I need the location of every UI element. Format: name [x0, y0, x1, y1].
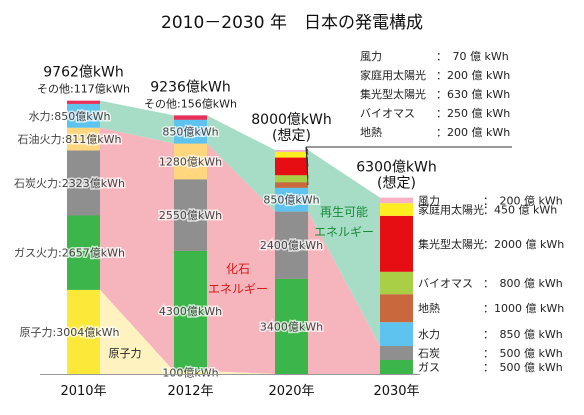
legend-2030-value-2: ：2000 億 kWh: [483, 238, 564, 251]
region-label-renewable-0: 再生可能: [320, 205, 368, 219]
bar-segment-3-1: [380, 360, 413, 374]
bar-value-label-0-4: 水力:850億kWh: [29, 110, 111, 123]
bar-segment-1-1: [174, 250, 207, 372]
region-label-nuclear: 原子力: [109, 347, 142, 360]
legend-2030-value-5: ： 850 億 kWh: [483, 328, 563, 341]
bar-segment-1-2: [174, 179, 207, 251]
bar-value-label-2-1: 3400億kWh: [260, 320, 323, 333]
bar-segment-1-10: [174, 115, 207, 120]
bar-value-label-2-2: 2400億kWh: [260, 239, 323, 252]
bar-segment-3-6: [380, 271, 413, 295]
total-label-0-0: 9762億kWh: [43, 65, 123, 81]
bar-segment-3-5: [380, 294, 413, 323]
total-label-2-0: 8000億kWh: [251, 112, 331, 128]
x-tick-label-0: 2010年: [60, 384, 106, 399]
x-tick-label-1: 2012年: [167, 384, 213, 399]
bar-segment-0-0: [67, 289, 100, 374]
bar-value-label-2-4: 850億kWh: [263, 194, 319, 207]
bar-segment-2-1: [275, 278, 308, 374]
total-label-2-1: (想定): [272, 128, 311, 144]
legend-2030-value-3: ： 800 億 kWh: [483, 277, 563, 290]
bar-value-label-0-1: ガス火力:2657億kWh: [14, 247, 125, 260]
bar-segment-0-4: [67, 103, 100, 128]
bar-segment-3-7: [380, 215, 413, 272]
legend-2030-value-1: ：450 億 kWh: [483, 204, 557, 217]
bar-value-label-1-3: 1280億kWh: [159, 155, 222, 168]
region-label-fossil-1: エネルギー: [208, 282, 268, 296]
bar-segment-3-4: [380, 322, 413, 346]
bar-value-label-0-2: 石炭火力:2323億kWh: [14, 177, 125, 190]
bar-segment-0-2: [67, 150, 100, 216]
bar-segment-2-5: [275, 182, 308, 188]
legend-2020-value-3: ：250 億 kWh: [436, 107, 510, 120]
legend-2030-name-2: 集光型太陽光: [418, 237, 484, 251]
others-label-0: その他:117億kWh: [37, 83, 130, 96]
bar-segment-1-4: [174, 119, 207, 144]
bar-segment-2-2: [275, 211, 308, 279]
bar-segment-2-4: [275, 187, 308, 212]
bar-segment-1-0: [174, 371, 207, 374]
bar-segment-2-6: [275, 175, 308, 183]
bar-segment-0-10: [67, 100, 100, 104]
legend-2030-name-6: 石炭: [418, 347, 440, 360]
legend-2020-value-2: ：630 億 kWh: [436, 88, 510, 101]
bar-value-label-1-1: 4300億kWh: [159, 305, 222, 318]
background-areas: [100, 100, 380, 375]
legend-2020-name-3: バイオマス: [360, 107, 415, 120]
legend-2020-connector-4: [305, 146, 309, 186]
bar-value-label-1-0: 100億kWh: [162, 367, 218, 380]
region-label-renewable-1: エネルギー: [314, 225, 374, 239]
legend-2030-name-0: 風力: [418, 194, 440, 207]
bar-segment-3-9: [380, 197, 413, 204]
bar-value-label-1-4: 850億kWh: [162, 126, 218, 139]
legend-2020-value-1: ：200 億 kWh: [436, 69, 510, 82]
bar-segment-2-9: [275, 150, 308, 152]
total-label-3-1: (想定): [377, 176, 416, 192]
bar-segment-2-8: [275, 151, 308, 158]
legend-2030-name-1: 家庭用太陽光: [418, 203, 484, 217]
legend-2020-value-4: ：200 億 kWh: [436, 126, 510, 139]
bar-segment-2-7: [275, 157, 308, 176]
legend-2030-value-7: ： 500 億 kWh: [483, 361, 563, 374]
bar-segment-0-3: [67, 127, 100, 151]
legend-2030-name-7: ガス: [418, 361, 440, 374]
legend-2030-name-5: 水力: [418, 328, 440, 341]
bar-value-label-1-2: 2550億kWh: [159, 209, 222, 222]
legend-2020-name-0: 風力: [360, 50, 382, 63]
fossil-area: [100, 127, 380, 375]
legend-2020-name-2: 集光型太陽光: [360, 87, 426, 101]
legend-2020-value-0: ： 70 億 kWh: [436, 50, 509, 63]
renewable-area: [100, 100, 380, 346]
legend-2030-value-4: ：1000 億 kWh: [483, 302, 564, 315]
bar-value-label-0-0: 原子力:3004億kWh: [20, 326, 120, 339]
nuclear-area: [100, 289, 380, 374]
total-label-1-0: 9236億kWh: [150, 79, 230, 95]
bar-segment-1-3: [174, 143, 207, 180]
bar-segment-0-1: [67, 215, 100, 290]
bars: [67, 100, 413, 374]
labels: 原子力:3004億kWh ガス火力:2657億kWh 石炭火力:2323億kWh 石油…: [13, 50, 565, 399]
others-label-1: その他:156億kWh: [144, 97, 237, 110]
total-label-3-0: 6300億kWh: [356, 160, 436, 176]
chart-title: 2010－2030 年 日本の発電構成: [161, 13, 423, 33]
bar-value-label-0-3: 石油火力:811億kWh: [18, 132, 122, 146]
legend-2030-name-3: バイオマス: [418, 277, 473, 290]
legend-2020-name-1: 家庭用太陽光: [360, 68, 426, 82]
x-tick-label-3: 2030年: [373, 384, 419, 399]
legend-2030-value-6: ： 500 億 kWh: [483, 347, 563, 360]
bar-segment-3-2: [380, 346, 413, 360]
x-tick-label-2: 2020年: [268, 384, 314, 399]
legend-2020-name-4: 地熱: [360, 126, 382, 139]
legend-2030-value-0: ： 200 億 kWh: [483, 194, 563, 207]
bar-segment-3-8: [380, 203, 413, 216]
legend-2030-name-4: 地熱: [418, 302, 440, 315]
region-label-fossil-0: 化石: [226, 262, 250, 276]
